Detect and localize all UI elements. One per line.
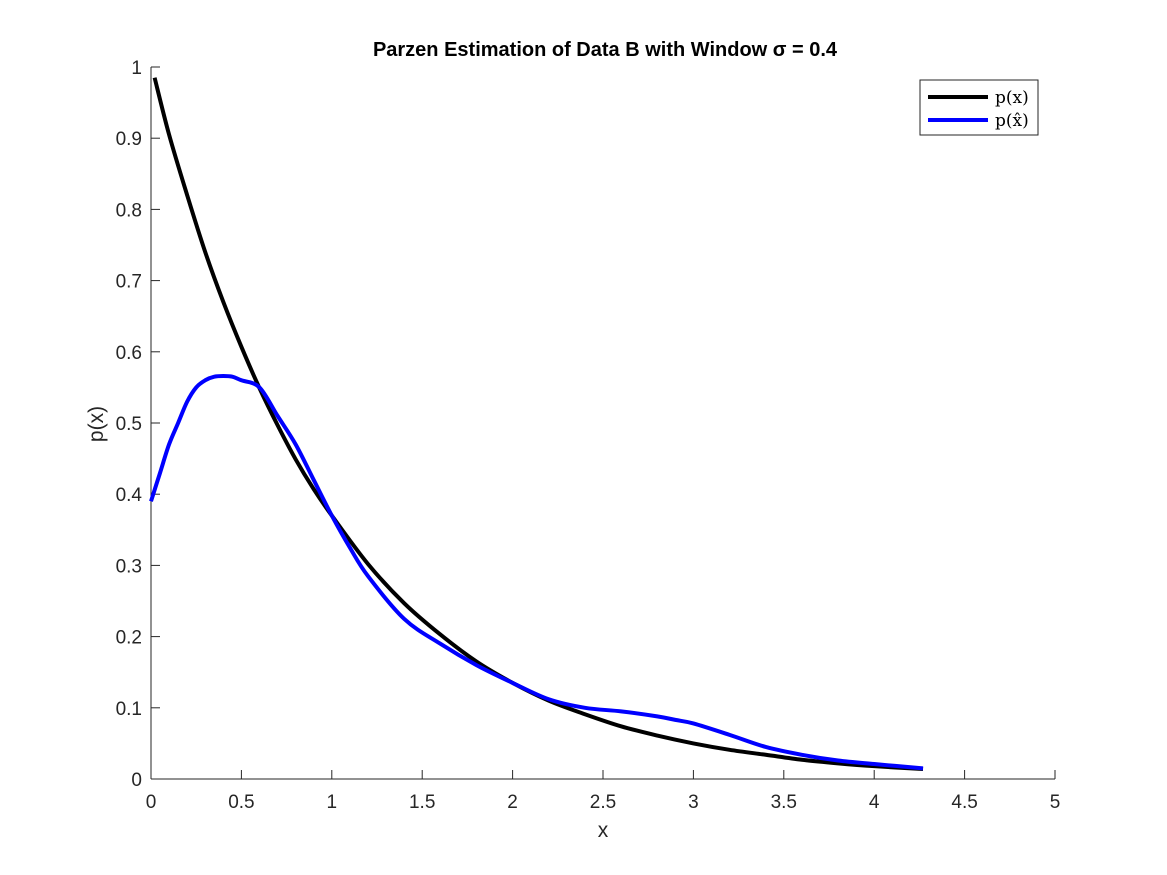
x-axis-ticks: 0 0.5 1 1.5 2 2.5 3 3.5 4 4.5 5 bbox=[146, 770, 1061, 813]
legend-box bbox=[919, 79, 1039, 136]
y-tick-label: 0 bbox=[131, 770, 142, 791]
y-tick-label: 1 bbox=[131, 58, 142, 79]
x-tick-label: 1.5 bbox=[409, 792, 435, 813]
series-line-p-x-hat bbox=[149, 374, 924, 771]
y-tick-label: 0.9 bbox=[116, 129, 142, 150]
y-tick-label: 0.2 bbox=[116, 628, 142, 649]
plot-area bbox=[149, 77, 924, 772]
x-tick-label: 2.5 bbox=[590, 792, 616, 813]
y-tick-label: 0.1 bbox=[116, 699, 142, 720]
x-tick-label: 0 bbox=[146, 792, 157, 813]
legend-label-p-x-hat: p(x̂) bbox=[995, 111, 1029, 131]
series-line-p-x bbox=[152, 77, 924, 772]
y-axis-label: p(x) bbox=[85, 406, 108, 442]
x-tick-label: 0.5 bbox=[228, 792, 254, 813]
x-tick-label: 1 bbox=[327, 792, 338, 813]
x-tick-label: 3.5 bbox=[771, 792, 797, 813]
legend-label-p-x: p(x) bbox=[995, 88, 1029, 108]
y-tick-label: 0.7 bbox=[116, 272, 142, 293]
x-axis-label: x bbox=[598, 819, 609, 842]
y-tick-label: 0.5 bbox=[116, 414, 142, 435]
y-tick-label: 0.4 bbox=[116, 485, 143, 506]
x-tick-label: 4.5 bbox=[951, 792, 977, 813]
x-tick-label: 4 bbox=[869, 792, 880, 813]
y-axis-ticks: 0 0.1 0.2 0.3 0.4 0.5 0.6 0.7 0.8 0.9 1 bbox=[116, 58, 160, 791]
y-tick-label: 0.6 bbox=[116, 343, 142, 364]
x-tick-label: 3 bbox=[688, 792, 699, 813]
chart-title: Parzen Estimation of Data B with Window … bbox=[373, 39, 838, 61]
x-tick-label: 2 bbox=[507, 792, 518, 813]
y-tick-label: 0.3 bbox=[116, 556, 142, 577]
x-tick-label: 5 bbox=[1050, 792, 1061, 813]
y-tick-label: 0.8 bbox=[116, 200, 142, 221]
legend: p(x) p(x̂) bbox=[919, 79, 1039, 136]
